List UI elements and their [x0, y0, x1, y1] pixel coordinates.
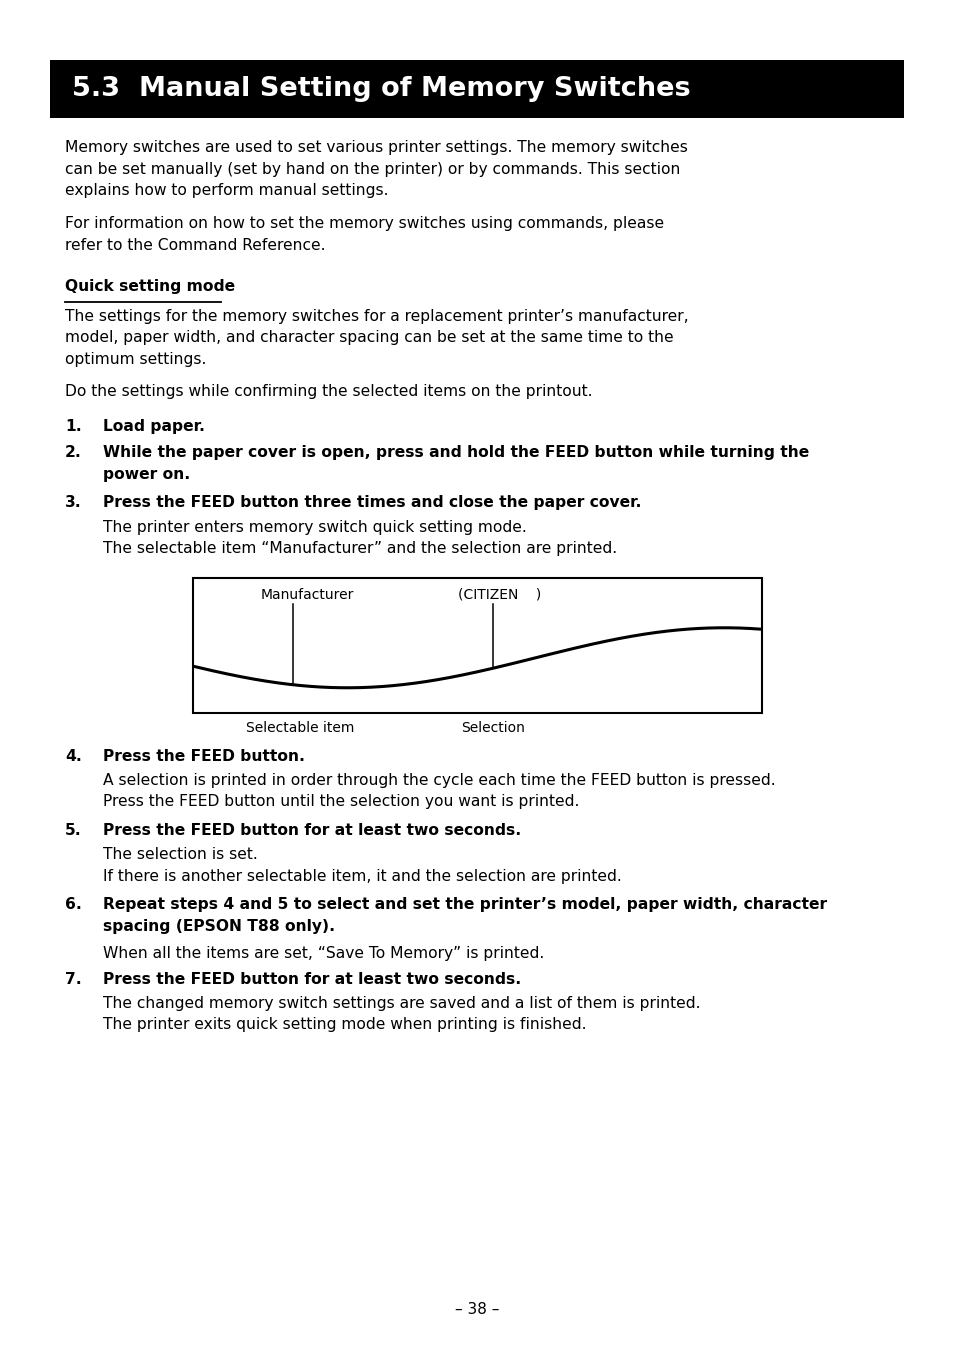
- Text: 1.: 1.: [65, 419, 82, 434]
- Text: – 38 –: – 38 –: [455, 1302, 498, 1317]
- Text: 5.: 5.: [65, 823, 82, 838]
- Text: Memory switches are used to set various printer settings. The memory switches
ca: Memory switches are used to set various …: [65, 141, 687, 199]
- Text: Press the FEED button.: Press the FEED button.: [103, 749, 305, 764]
- Text: Press the FEED button for at least two seconds.: Press the FEED button for at least two s…: [103, 972, 520, 987]
- Text: A selection is printed in order through the cycle each time the FEED button is p: A selection is printed in order through …: [103, 773, 775, 810]
- Text: 3.: 3.: [65, 495, 82, 511]
- Text: 5.3  Manual Setting of Memory Switches: 5.3 Manual Setting of Memory Switches: [71, 76, 690, 101]
- Text: While the paper cover is open, press and hold the FEED button while turning the
: While the paper cover is open, press and…: [103, 445, 808, 481]
- Text: Quick setting mode: Quick setting mode: [65, 279, 234, 293]
- Text: When all the items are set, “Save To Memory” is printed.: When all the items are set, “Save To Mem…: [103, 945, 543, 961]
- Text: Do the settings while confirming the selected items on the printout.: Do the settings while confirming the sel…: [65, 384, 592, 399]
- Text: Selectable item: Selectable item: [246, 721, 354, 734]
- Text: Selection: Selection: [460, 721, 524, 734]
- Text: Load paper.: Load paper.: [103, 419, 205, 434]
- Text: The selection is set.
If there is another selectable item, it and the selection : The selection is set. If there is anothe…: [103, 848, 621, 884]
- Text: The printer enters memory switch quick setting mode.
The selectable item “Manufa: The printer enters memory switch quick s…: [103, 519, 617, 556]
- Text: 7.: 7.: [65, 972, 82, 987]
- Text: 4.: 4.: [65, 749, 82, 764]
- Text: Manufacturer: Manufacturer: [261, 588, 354, 602]
- Text: Press the FEED button for at least two seconds.: Press the FEED button for at least two s…: [103, 823, 520, 838]
- Text: Press the FEED button three times and close the paper cover.: Press the FEED button three times and cl…: [103, 495, 640, 511]
- FancyBboxPatch shape: [193, 577, 761, 713]
- Text: The settings for the memory switches for a replacement printer’s manufacturer,
m: The settings for the memory switches for…: [65, 308, 688, 366]
- Text: 2.: 2.: [65, 445, 82, 460]
- Text: For information on how to set the memory switches using commands, please
refer t: For information on how to set the memory…: [65, 216, 663, 253]
- Text: 6.: 6.: [65, 898, 82, 913]
- Text: Repeat steps 4 and 5 to select and set the printer’s model, paper width, charact: Repeat steps 4 and 5 to select and set t…: [103, 898, 826, 934]
- Text: The changed memory switch settings are saved and a list of them is printed.
The : The changed memory switch settings are s…: [103, 996, 700, 1033]
- Text: (CITIZEN    ): (CITIZEN ): [457, 588, 540, 602]
- FancyBboxPatch shape: [50, 59, 903, 118]
